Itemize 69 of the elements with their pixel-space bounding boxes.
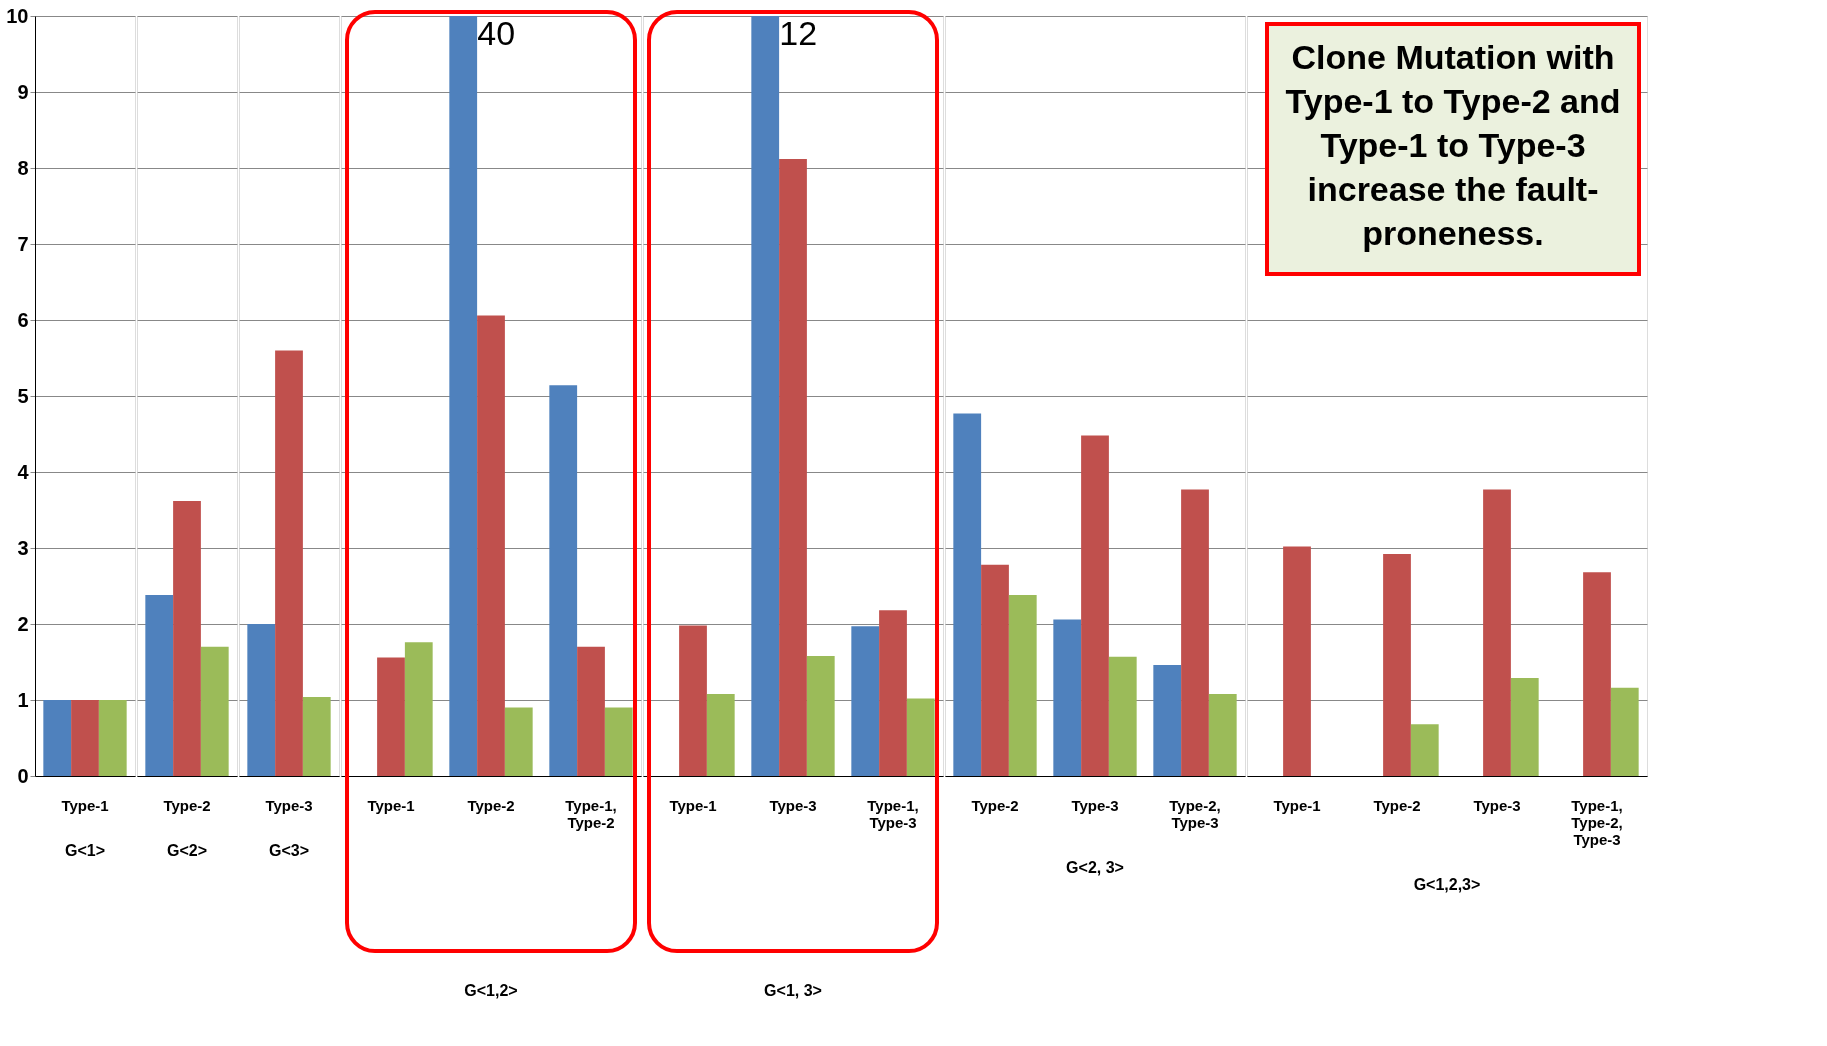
y-tick-label: 1 [17,688,29,711]
bar [679,625,707,776]
bar [1208,693,1237,776]
bar [953,413,982,776]
y-tick-label: 6 [17,308,29,331]
bar [751,16,780,776]
x-tick-label: Type-3 [1473,796,1521,814]
y-tick-label: 10 [6,4,29,27]
x-tick-label: Type-3 [1071,796,1119,814]
y-tick-label: 7 [17,232,29,255]
bar [404,642,433,776]
annotation: 40 [477,14,516,52]
x-tick-label: Type-1, Type-2, Type-3 [1571,796,1623,848]
x-tick-label: Type-2, Type-3 [1169,796,1221,831]
bar [981,564,1009,776]
x-tick-label: Type-1 [61,796,109,814]
bar [1008,595,1037,776]
bar [577,646,605,776]
bar [906,698,935,776]
x-tick-label: Type-1 [367,796,415,814]
bar [1583,572,1611,776]
bar [1153,665,1182,776]
x-tick-label: Type-2 [467,796,515,814]
y-tick-label: 8 [17,156,29,179]
bar [851,626,880,776]
bar [879,610,907,776]
bar [806,655,835,776]
text: G<1,2> [464,982,518,999]
annotation: 12 [779,14,818,52]
text: G<2, 3> [1066,859,1124,876]
text: G<1,2,3> [1413,876,1481,893]
bar [1053,619,1082,776]
bar [1483,489,1511,776]
bar [477,315,505,776]
bar [1181,489,1209,776]
bar [779,158,807,776]
text: G<3> [268,842,310,859]
y-tick-label: 5 [17,384,29,407]
y-tick-label: 2 [17,612,29,635]
bar [706,693,735,776]
bar [377,657,405,776]
bar [504,707,533,776]
x-tick-label: Type-1 [1273,796,1321,814]
bar [604,707,633,776]
bar [449,16,478,776]
x-tick-label: Type-3 [769,796,817,814]
bar [1383,554,1411,776]
y-tick-label: 4 [17,460,30,483]
bar [1610,687,1639,776]
text: G<1, 3> [764,982,822,999]
x-tick-label: Type-2 [971,796,1019,814]
bar [1108,656,1137,776]
bar [549,385,578,776]
bar [1081,435,1109,776]
text: G<1> [64,842,106,859]
y-tick-label: 0 [17,764,29,787]
text: G<2> [166,842,208,859]
y-tick-label: 3 [17,536,29,559]
x-tick-label: Type-2 [163,796,211,814]
x-tick-label: Type-1, Type-3 [867,796,919,831]
bar [1283,546,1311,776]
x-tick-label: Type-1, Type-2 [565,796,617,831]
x-tick-label: Type-1 [669,796,717,814]
bar [1510,677,1539,776]
annotation: Clone Mutation with Type-1 to Type-2 and Type-1 to Type-3 increase the fault-proneness. [1285,38,1621,252]
bar [1410,724,1439,776]
x-tick-label: Type-3 [265,796,313,814]
y-tick-label: 9 [17,80,29,103]
x-tick-label: Type-2 [1373,796,1421,814]
